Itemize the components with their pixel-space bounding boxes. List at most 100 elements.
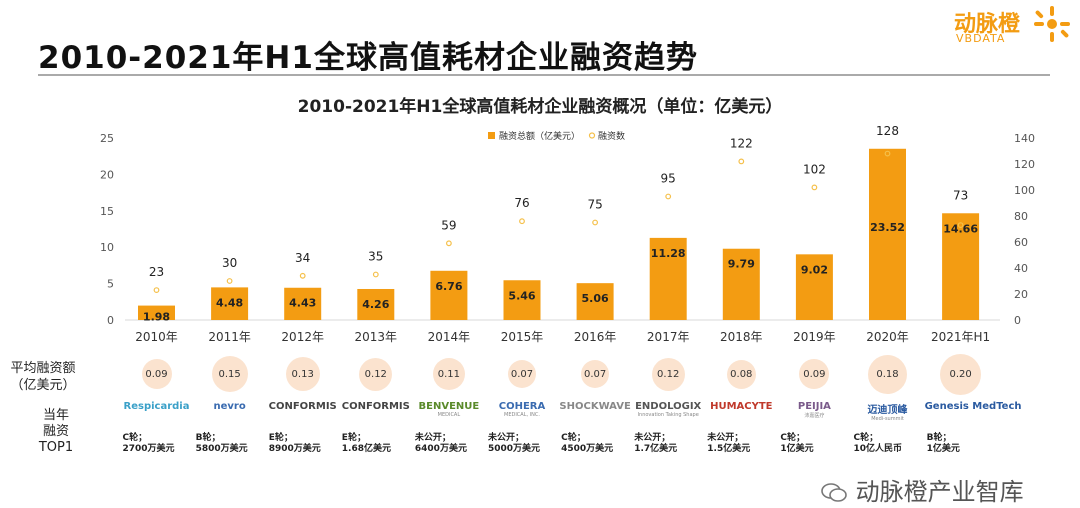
count-value-label: 59 bbox=[441, 218, 456, 232]
brand-logo: 动脉橙 VBDATA bbox=[954, 4, 1074, 52]
avg-value-badge: 0.07 bbox=[581, 360, 610, 388]
count-value-label: 34 bbox=[295, 251, 310, 265]
company-logo-name: nevro bbox=[213, 401, 246, 412]
bar bbox=[211, 287, 249, 320]
company-logo-name: SHOCKWAVE bbox=[559, 401, 631, 412]
top1-amount: 2700万美元 bbox=[122, 444, 175, 454]
avg-value-badge: 0.11 bbox=[432, 358, 465, 390]
count-point bbox=[372, 271, 379, 278]
company-logo-name: BENVENUE bbox=[418, 401, 480, 412]
y-left-tick-label: 5 bbox=[107, 278, 114, 291]
page-title: 2010-2021年H1全球高值耗材企业融资趋势 bbox=[38, 40, 698, 76]
bar bbox=[138, 305, 175, 320]
x-tick-label: 2019年 bbox=[793, 330, 836, 344]
company-logo: PEIJIA 沛嘉医疗 bbox=[778, 401, 850, 419]
top1-round: 未公开； bbox=[488, 433, 525, 443]
top1-round-info: 未公开； 6400万美元 bbox=[415, 433, 485, 455]
company-logo-sub: Medi-summit bbox=[871, 416, 904, 422]
wechat-icon bbox=[821, 483, 847, 502]
brand-sub: VBDATA bbox=[956, 32, 1006, 45]
brand-name: 动脉橙 bbox=[954, 12, 1021, 37]
bar-value-label: 4.26 bbox=[362, 298, 389, 311]
top1-round: 未公开； bbox=[414, 433, 451, 443]
avg-value-badge: 0.13 bbox=[285, 357, 320, 391]
company-logo: ENDOLOGIX Innovation Taking Shape bbox=[632, 401, 704, 418]
top1-round: C轮； bbox=[561, 433, 586, 443]
bar bbox=[869, 148, 906, 320]
bar bbox=[430, 270, 468, 320]
count-value-label: 122 bbox=[730, 136, 753, 150]
y-right-tick-label: 120 bbox=[1014, 158, 1035, 171]
top1-row-label-line2: 融资 bbox=[42, 424, 69, 439]
top1-amount: 4500万美元 bbox=[561, 444, 614, 454]
y-left-tick-label: 25 bbox=[100, 132, 114, 145]
top1-round: C轮； bbox=[853, 433, 879, 443]
y-left-tick-label: 10 bbox=[100, 241, 114, 254]
company-logo: nevro bbox=[194, 401, 266, 412]
avg-value-badge: 0.18 bbox=[868, 354, 907, 394]
company-logo: 迈迪顶峰 Medi-summit bbox=[852, 401, 924, 422]
bar bbox=[503, 280, 541, 320]
top1-round: 未公开； bbox=[634, 433, 671, 443]
y-right-tick-label: 80 bbox=[1014, 210, 1028, 223]
x-tick-label: 2010年 bbox=[135, 330, 178, 344]
bar bbox=[576, 283, 614, 320]
top1-amount: 6400万美元 bbox=[414, 444, 467, 454]
count-value-label: 73 bbox=[953, 188, 968, 202]
bar bbox=[795, 254, 833, 320]
top1-round-info: C轮； 1亿美元 bbox=[780, 433, 850, 455]
x-tick-label: 2011年 bbox=[208, 330, 251, 344]
top1-amount: 1.68亿美元 bbox=[341, 444, 392, 454]
company-logo: HUMACYTE bbox=[705, 401, 777, 412]
top1-round: E轮； bbox=[268, 433, 293, 443]
top1-round: E轮； bbox=[341, 433, 366, 443]
avg-value-badge: 0.12 bbox=[359, 357, 393, 391]
avg-row-label-line1: 平均融资额 bbox=[10, 361, 76, 376]
legend-bar-swatch bbox=[488, 132, 495, 139]
count-point bbox=[592, 219, 598, 226]
count-value-label: 128 bbox=[876, 124, 899, 138]
top1-round: 未公开； bbox=[707, 433, 744, 443]
bar bbox=[722, 248, 760, 320]
company-logo: Genesis MedTech bbox=[925, 401, 1022, 412]
x-tick-label: 2012年 bbox=[281, 330, 324, 344]
bar-value-label: 6.76 bbox=[435, 280, 462, 293]
x-tick-label: 2016年 bbox=[574, 330, 617, 344]
bar bbox=[942, 213, 980, 320]
count-point bbox=[446, 240, 452, 247]
company-logo-name: ENDOLOGIX bbox=[635, 401, 702, 412]
x-tick-label: 2018年 bbox=[720, 330, 763, 344]
company-logo-name: 迈迪顶峰 bbox=[867, 405, 908, 416]
bar-value-label: 4.43 bbox=[289, 297, 316, 310]
top1-round-info: C轮； 10亿人民币 bbox=[854, 433, 924, 455]
brand-burst-icon bbox=[1034, 6, 1070, 42]
x-tick-label: 2014年 bbox=[428, 330, 471, 344]
avg-value-badge: 0.09 bbox=[141, 359, 172, 389]
bar-value-label: 5.06 bbox=[582, 292, 609, 305]
bar-value-label: 1.98 bbox=[143, 311, 170, 324]
y-left-tick-label: 20 bbox=[100, 168, 114, 181]
top1-round: C轮； bbox=[122, 433, 148, 443]
count-point bbox=[811, 184, 818, 191]
top1-amount: 1亿美元 bbox=[780, 444, 814, 454]
x-tick-label: 2013年 bbox=[355, 330, 398, 344]
title-divider bbox=[38, 74, 1050, 76]
company-logo: SHOCKWAVE bbox=[559, 401, 631, 412]
top1-row-label: 当年 融资 TOP1 bbox=[28, 408, 84, 456]
top1-round-info: 未公开； 1.7亿美元 bbox=[634, 433, 704, 455]
top1-amount: 10亿人民币 bbox=[853, 444, 903, 454]
x-tick-label: 2015年 bbox=[501, 330, 544, 344]
count-value-label: 30 bbox=[222, 256, 237, 270]
company-logo-name: HUMACYTE bbox=[710, 401, 773, 412]
x-tick-label: 2017年 bbox=[647, 330, 690, 344]
company-logo: CONFORMIS bbox=[340, 401, 412, 412]
count-point bbox=[738, 158, 745, 165]
legend-point-swatch bbox=[588, 132, 596, 139]
top1-amount: 1.7亿美元 bbox=[634, 444, 678, 454]
avg-row-label-line2: （亿美元） bbox=[10, 378, 76, 393]
legend-point-label: 融资数 bbox=[598, 130, 625, 142]
avg-value-badge: 0.12 bbox=[651, 357, 685, 391]
avg-value-badge: 0.20 bbox=[940, 353, 982, 395]
y-right-tick-label: 60 bbox=[1014, 236, 1028, 249]
y-left-tick-label: 15 bbox=[100, 205, 114, 218]
